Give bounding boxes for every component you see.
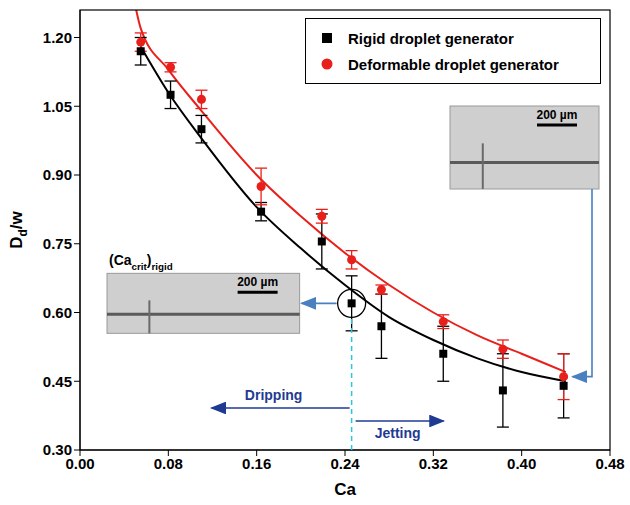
svg-text:0.45: 0.45 xyxy=(43,373,72,390)
svg-text:Ca: Ca xyxy=(334,480,356,499)
svg-text:0.60: 0.60 xyxy=(43,304,72,321)
svg-text:0.16: 0.16 xyxy=(242,455,271,472)
svg-text:0.08: 0.08 xyxy=(154,455,183,472)
svg-text:1.05: 1.05 xyxy=(43,98,72,115)
svg-text:0.90: 0.90 xyxy=(43,166,72,183)
html-text:Rigid droplet generator: Rigid droplet generator xyxy=(348,29,514,47)
svg-text:Dd/w: Dd/w xyxy=(7,210,30,248)
svg-text:0.75: 0.75 xyxy=(43,235,72,252)
svg-text:0.24: 0.24 xyxy=(330,455,360,472)
svg-text:200 µm: 200 µm xyxy=(237,275,278,289)
svg-text:0.48: 0.48 xyxy=(595,455,624,472)
svg-text:200 µm: 200 µm xyxy=(537,108,578,122)
svg-text:(Cacrit)rigid: (Cacrit)rigid xyxy=(109,252,173,271)
svg-text:0.00: 0.00 xyxy=(65,454,95,472)
svg-text:0.30: 0.30 xyxy=(43,441,72,458)
html-text:Deformable droplet generator: Deformable droplet generator xyxy=(348,55,559,73)
svg-text:0.32: 0.32 xyxy=(419,455,448,472)
svg-text:0.40: 0.40 xyxy=(507,455,536,472)
svg-text:Dripping: Dripping xyxy=(245,387,303,403)
svg-text:Jetting: Jetting xyxy=(375,425,421,441)
svg-text:1.20: 1.20 xyxy=(43,29,72,46)
